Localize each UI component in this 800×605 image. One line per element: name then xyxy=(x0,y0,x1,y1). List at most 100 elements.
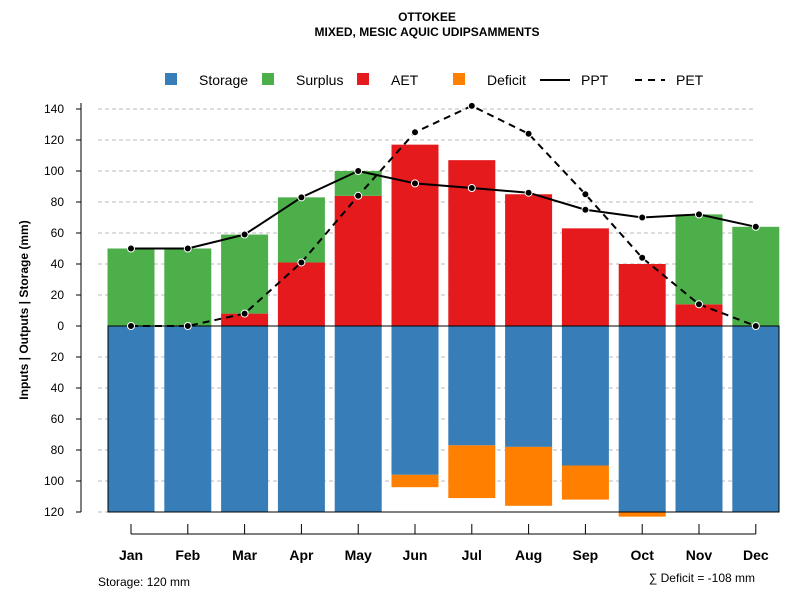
legend-swatch-storage xyxy=(165,73,177,85)
pet-point-dec xyxy=(751,322,760,330)
x-tick-label-oct: Oct xyxy=(631,547,655,563)
bar-surplus-mar xyxy=(221,234,269,314)
bar-storage-mar xyxy=(221,326,269,512)
ppt-line xyxy=(131,169,757,250)
bars xyxy=(107,144,780,517)
pet-point-may xyxy=(354,191,363,200)
legend-label-pet: PET xyxy=(676,72,704,88)
x-tick-label-mar: Mar xyxy=(232,547,257,563)
x-tick-label-dec: Dec xyxy=(743,547,769,563)
pet-point-jun xyxy=(411,128,419,137)
ppt-point-oct xyxy=(638,213,647,222)
y-tick-label: 100 xyxy=(44,164,64,178)
bar-storage-feb xyxy=(164,326,212,512)
legend-label-ppt: PPT xyxy=(581,72,609,88)
pet-point-apr xyxy=(297,258,306,267)
ppt-point-dec xyxy=(751,222,760,231)
ppt-point-nov xyxy=(695,210,703,219)
y-tick-label: 20 xyxy=(51,350,65,364)
bar-storage-jul xyxy=(448,326,496,446)
y-tick-label: 120 xyxy=(44,505,64,519)
bar-aet-sep xyxy=(561,228,609,326)
ppt-point-feb xyxy=(183,244,192,253)
y-tick-label: 120 xyxy=(44,133,64,147)
x-tick-label-apr: Apr xyxy=(289,547,314,563)
legend-swatch-surplus xyxy=(262,73,274,85)
bar-aet-oct xyxy=(618,264,666,326)
legend-swatch-deficit xyxy=(453,73,465,85)
y-tick-label: 0 xyxy=(57,319,64,333)
ppt-point-mar xyxy=(240,230,249,239)
x-tick-label-jan: Jan xyxy=(119,547,143,563)
bar-deficit-sep xyxy=(561,465,609,500)
bar-storage-apr xyxy=(277,326,325,512)
bar-storage-may xyxy=(334,326,382,512)
bar-storage-oct xyxy=(618,326,666,512)
bar-aet-may xyxy=(334,195,382,326)
y-tick-label: 40 xyxy=(51,381,65,395)
bar-storage-nov xyxy=(675,326,723,512)
pet-point-aug xyxy=(524,129,533,138)
x-tick-label-jul: Jul xyxy=(462,547,482,563)
bar-surplus-feb xyxy=(164,248,212,326)
y-tick-label: 80 xyxy=(51,195,65,209)
pet-point-oct xyxy=(638,253,647,262)
bar-aet-jun xyxy=(391,144,439,326)
y-tick-label: 40 xyxy=(51,257,65,271)
y-tick-label: 140 xyxy=(44,102,64,116)
x-tick-label-nov: Nov xyxy=(686,547,713,563)
bar-aet-aug xyxy=(505,194,553,326)
legend-label-aet: AET xyxy=(391,72,419,88)
legend: Storage Surplus AET Deficit PPT PET xyxy=(165,72,704,88)
bar-storage-sep xyxy=(561,326,609,466)
x-tick-label-jun: Jun xyxy=(403,547,428,563)
pet-point-feb xyxy=(183,322,192,330)
pet-point-jan xyxy=(127,322,135,330)
chart-subtitle: MIXED, MESIC AQUIC UDIPSAMMENTS xyxy=(315,25,540,39)
y-axis: 140 120 100 80 60 40 20 0 20 40 60 80 100 120 xyxy=(44,102,82,519)
bar-storage-jan xyxy=(107,326,155,512)
x-tick-label-may: May xyxy=(345,547,372,563)
ppt-point-apr xyxy=(297,193,306,202)
x-tick-label-sep: Sep xyxy=(573,547,599,563)
bar-deficit-aug xyxy=(505,446,553,506)
bar-surplus-dec xyxy=(732,226,780,326)
ppt-point-aug xyxy=(524,188,533,197)
y-axis-title: Inputs | Outputs | Storage (mm) xyxy=(17,220,31,399)
legend-label-surplus: Surplus xyxy=(296,72,343,88)
y-tick-label: 80 xyxy=(51,443,65,457)
bar-surplus-nov xyxy=(675,214,723,305)
y-tick-label: 20 xyxy=(51,288,65,302)
x-tick-label-aug: Aug xyxy=(515,547,542,563)
bar-storage-jun xyxy=(391,326,439,475)
ppt-point-may xyxy=(354,167,363,175)
bar-deficit-oct xyxy=(618,512,666,517)
bar-surplus-jan xyxy=(107,248,155,326)
bar-deficit-jul xyxy=(448,445,496,499)
ppt-point-jun xyxy=(411,179,419,188)
x-tick-label-feb: Feb xyxy=(175,547,200,563)
ppt-point-sep xyxy=(581,205,590,214)
pet-point-jul xyxy=(467,101,476,110)
ppt-point-jan xyxy=(127,244,135,253)
lines xyxy=(127,101,760,330)
bar-aet-apr xyxy=(277,262,325,326)
legend-label-deficit: Deficit xyxy=(487,72,526,88)
bar-deficit-jun xyxy=(391,474,439,488)
chart-title: OTTOKEE xyxy=(398,10,456,24)
bar-storage-aug xyxy=(505,326,553,447)
bar-storage-dec xyxy=(732,326,780,512)
y-tick-label: 100 xyxy=(44,474,64,488)
deficit-annotation: ∑ Deficit = -108 mm xyxy=(649,571,755,585)
ppt-point-jul xyxy=(467,184,476,193)
legend-label-storage: Storage xyxy=(199,72,248,88)
legend-swatch-aet xyxy=(357,73,369,85)
pet-point-nov xyxy=(695,300,703,309)
y-tick-label: 60 xyxy=(51,412,65,426)
pet-point-mar xyxy=(240,309,249,318)
pet-point-sep xyxy=(581,190,590,199)
y-tick-label: 60 xyxy=(51,226,65,240)
storage-annotation: Storage: 120 mm xyxy=(98,575,190,589)
